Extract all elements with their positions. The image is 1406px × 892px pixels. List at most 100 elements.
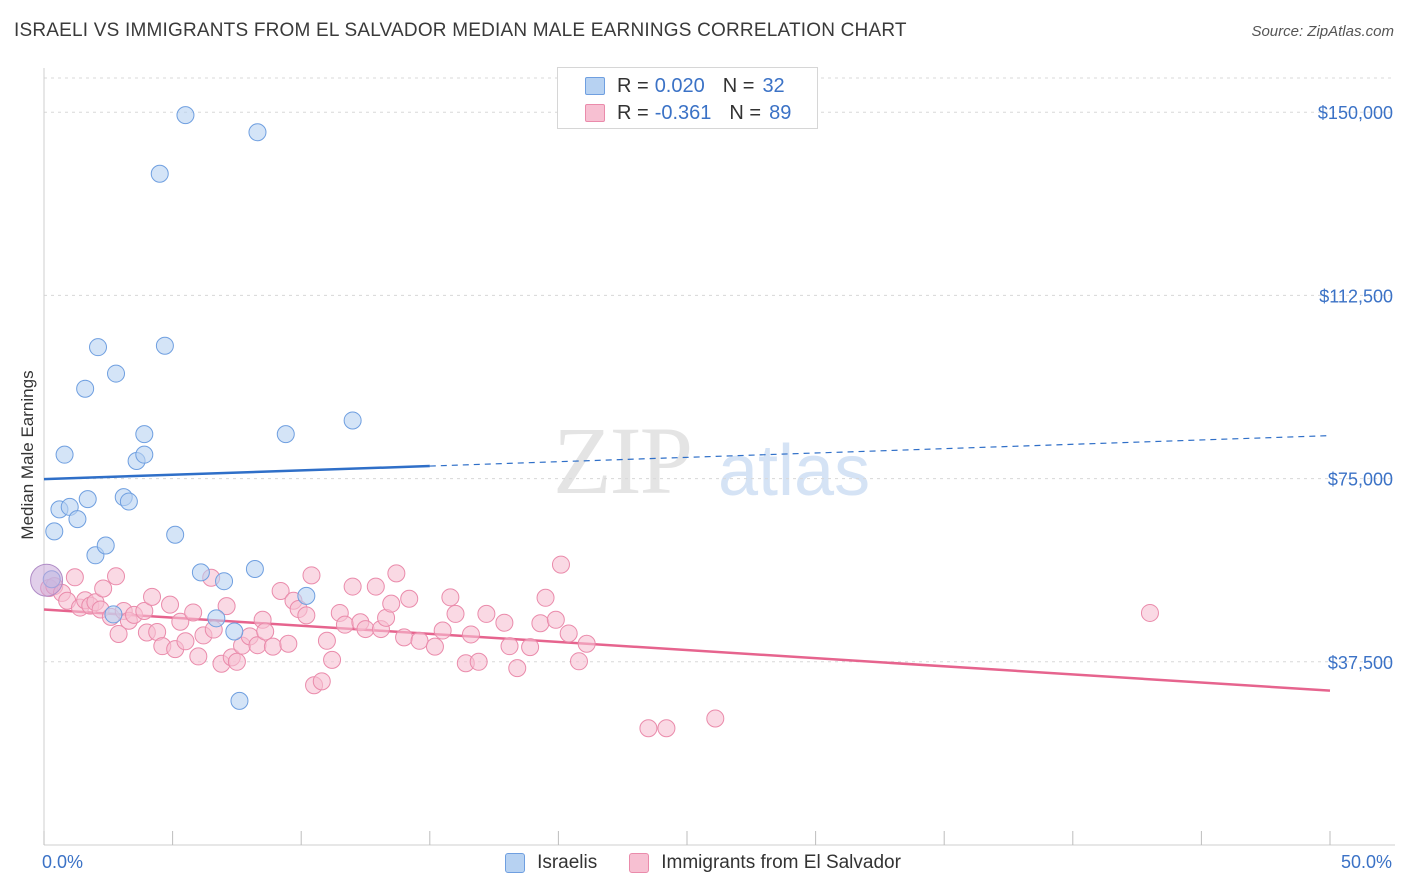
el-salvador-point	[317, 631, 336, 650]
israelis-point	[215, 572, 234, 591]
legend-item-israelis[interactable]: Israelis	[505, 852, 597, 874]
grid-lines	[44, 77, 1395, 663]
source-label: Source: ZipAtlas.com	[1251, 23, 1394, 40]
israelis-point	[135, 425, 154, 444]
el-salvador-point	[161, 595, 180, 614]
legend-n-label: N =	[722, 74, 755, 97]
israelis-point	[119, 492, 138, 511]
el-salvador-point	[382, 594, 401, 613]
x-tick-label-max: 50.0%	[1340, 852, 1392, 872]
el-salvador-point	[521, 638, 540, 657]
israelis-point	[297, 586, 316, 605]
el-salvador-point	[323, 650, 342, 669]
el-salvador-point	[171, 612, 190, 631]
legend-n-label: N =	[729, 101, 762, 124]
el-salvador-point	[227, 652, 246, 671]
el-salvador-point	[297, 606, 316, 625]
y-tick-label: $112,500	[1319, 286, 1393, 306]
el-salvador-point	[500, 637, 519, 656]
el-salvador-point	[559, 624, 578, 643]
axes	[43, 68, 1395, 846]
el-salvador-point	[706, 709, 725, 728]
el-salvador-point	[312, 672, 331, 691]
israelis-point	[248, 123, 267, 142]
legend-swatch-pink	[585, 104, 605, 122]
legend-item-el-salvador[interactable]: Immigrants from El Salvador	[629, 852, 901, 874]
israelis-point	[96, 536, 115, 555]
israelis-point	[343, 411, 362, 430]
el-salvador-point	[477, 604, 496, 623]
israelis-point	[68, 510, 87, 529]
el-salvador-point	[551, 555, 570, 574]
el-salvador-point	[410, 631, 429, 650]
el-salvador-point	[356, 620, 375, 639]
correlation-legend: R = 0.020 N = 32 R = -0.361 N = 89	[557, 67, 818, 129]
el-salvador-point	[302, 566, 321, 585]
el-salvador-point	[446, 604, 465, 623]
el-salvador-point	[217, 597, 236, 616]
el-salvador-point	[387, 564, 406, 583]
israelis-point	[276, 425, 295, 444]
legend-label-israelis: Israelis	[537, 852, 598, 873]
el-salvador-point	[461, 625, 480, 644]
el-salvador-point	[546, 610, 565, 629]
el-salvador-point	[639, 719, 658, 738]
legend-swatch-blue	[585, 77, 605, 95]
israelis-point	[225, 622, 244, 641]
legend-r-label: R =	[617, 101, 649, 124]
el-salvador-point	[94, 579, 113, 598]
el-salvador-point	[433, 621, 452, 640]
israelis-points	[30, 106, 362, 710]
israelis-point	[207, 609, 226, 628]
israelis-trend-extension	[429, 435, 1331, 467]
y-tick-labels: $37,500 $75,000 $112,500 $150,000	[1318, 103, 1393, 673]
israelis-point	[45, 522, 64, 541]
legend-row-el-salvador: R = -0.361 N = 89	[558, 100, 791, 126]
el-salvador-point	[256, 622, 275, 641]
watermark-atlas: atlas	[718, 431, 871, 511]
israelis-point	[107, 364, 126, 383]
el-salvador-point	[366, 577, 385, 596]
israelis-point	[76, 379, 95, 398]
el-salvador-point	[495, 613, 514, 632]
el-salvador-point	[189, 647, 208, 666]
legend-label-el-salvador: Immigrants from El Salvador	[661, 852, 901, 873]
israelis-point	[150, 164, 169, 183]
israelis-trend-line	[43, 464, 430, 481]
el-salvador-point	[569, 652, 588, 671]
israelis-point	[55, 445, 74, 464]
legend-r-value: 0.020	[654, 74, 705, 97]
israelis-point	[176, 106, 195, 125]
el-salvador-point	[536, 588, 555, 607]
israelis-point	[89, 338, 108, 357]
chart-title: ISRAELI VS IMMIGRANTS FROM EL SALVADOR M…	[14, 20, 907, 41]
el-salvador-point	[176, 632, 195, 651]
israelis-point	[191, 563, 210, 582]
legend-swatch-blue	[505, 853, 526, 873]
el-salvador-point	[343, 577, 362, 596]
y-tick-label: $37,500	[1328, 653, 1393, 673]
israelis-point	[155, 336, 174, 355]
el-salvador-point	[263, 637, 282, 656]
el-salvador-point	[508, 659, 527, 678]
israelis-point	[78, 490, 97, 509]
israelis-point	[166, 525, 185, 544]
el-salvador-point	[184, 603, 203, 622]
el-salvador-point	[271, 581, 290, 600]
el-salvador-point	[335, 615, 354, 634]
y-axis-label: Median Male Earnings	[18, 370, 37, 540]
el-salvador-points	[40, 555, 1159, 738]
legend-n-value: 32	[762, 74, 785, 97]
israelis-point	[135, 445, 154, 464]
israelis-point	[230, 691, 249, 710]
el-salvador-point	[279, 634, 298, 653]
y-tick-label: $75,000	[1328, 470, 1393, 490]
legend-r-label: R =	[617, 74, 649, 97]
series-legend: Israelis Immigrants from El Salvador	[0, 852, 1406, 874]
el-salvador-point	[395, 628, 414, 647]
el-salvador-point	[109, 624, 128, 643]
el-salvador-point	[531, 614, 550, 633]
x-tick-label-min: 0.0%	[42, 852, 84, 872]
el-salvador-point	[469, 652, 488, 671]
